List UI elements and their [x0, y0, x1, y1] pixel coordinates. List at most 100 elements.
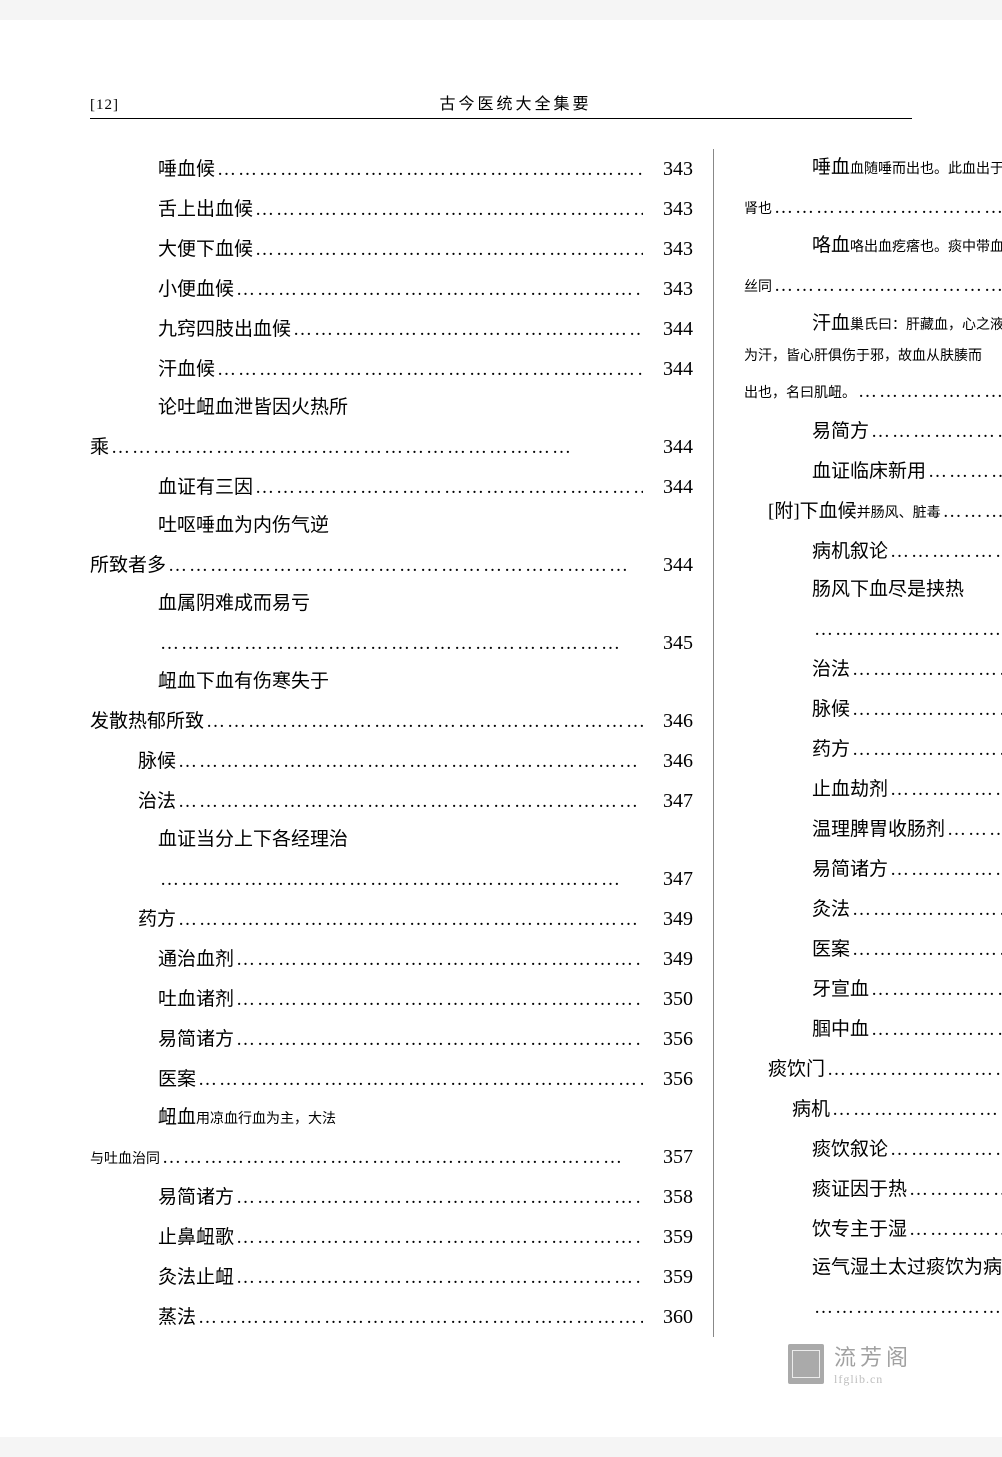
toc-entry: 大便下血候…………………………………………………………343 — [90, 229, 693, 269]
document-page: [12] 古今医统大全集要 唾血候…………………………………………………………3… — [0, 20, 1002, 1437]
leader-dots: ………………………………………………………… — [941, 493, 1002, 531]
entry-label: 痰饮门 — [768, 1051, 825, 1089]
entry-label: 饮专主于湿 — [812, 1211, 907, 1249]
leader-dots: ………………………………………………………… — [158, 861, 643, 899]
toc-columns: 唾血候…………………………………………………………343舌上出血候…………………… — [90, 149, 912, 1337]
logo-icon — [788, 1344, 824, 1384]
entry-page: 344 — [643, 427, 693, 467]
toc-entry: 吐呕唾血为内伤气逆 — [90, 507, 693, 545]
toc-entry: 灸法…………………………………………………………373 — [744, 889, 1002, 929]
toc-entry: 痰证因于热…………………………………………………………376 — [744, 1169, 1002, 1209]
leader-dots: ………………………………………………………… — [109, 429, 643, 467]
entry-page: 350 — [643, 979, 693, 1019]
entry-label: 止鼻衄歌 — [158, 1219, 234, 1257]
toc-entry: 汗血候…………………………………………………………344 — [90, 349, 693, 389]
entry-label: 发散热郁所致 — [90, 703, 204, 741]
leader-dots: ………………………………………………………… — [945, 811, 1002, 849]
toc-entry: 丝同…………………………………………………………360 — [744, 265, 1002, 305]
leader-dots: ………………………………………………………… — [234, 1219, 643, 1257]
toc-entry: 腘中血…………………………………………………………375 — [744, 1009, 1002, 1049]
toc-entry: 所致者多…………………………………………………………344 — [90, 545, 693, 585]
entry-label: 牙宣血 — [812, 971, 869, 1009]
leader-dots: ………………………………………………………… — [772, 189, 1002, 227]
leader-dots: ………………………………………………………… — [253, 191, 643, 229]
leader-dots: ………………………………………………………… — [234, 941, 643, 979]
entry-label: 易简诸方 — [158, 1179, 234, 1217]
entry-label: 医案 — [812, 931, 850, 969]
toc-entry: 易简诸方…………………………………………………………358 — [90, 1177, 693, 1217]
toc-entry: 咯血咯出血疙瘩也。痰中带血 — [744, 227, 1002, 265]
toc-entry: 蒸法…………………………………………………………360 — [90, 1297, 693, 1337]
leader-dots: ………………………………………………………… — [869, 971, 1002, 1009]
leader-dots: ………………………………………………………… — [196, 1299, 643, 1337]
entry-label: 易简方 — [812, 413, 869, 451]
entry-label: 小便血候 — [158, 271, 234, 309]
leader-dots: ………………………………………………………… — [888, 533, 1002, 571]
toc-entry: 肾也…………………………………………………………360 — [744, 187, 1002, 227]
entry-label: 止血劫剂 — [812, 771, 888, 809]
entry-label: 唾血血随唾而出也。此血出于 — [812, 149, 1002, 187]
leader-dots: ………………………………………………………… — [907, 1211, 1002, 1249]
entry-page: 344 — [643, 467, 693, 507]
entry-label: 血证当分上下各经理治 — [158, 821, 348, 859]
entry-label: 痰证因于热 — [812, 1171, 907, 1209]
toc-entry: 药方…………………………………………………………368 — [744, 729, 1002, 769]
toc-entry: 医案…………………………………………………………373 — [744, 929, 1002, 969]
toc-entry: …………………………………………………………367 — [744, 609, 1002, 649]
toc-entry: 通治血剂…………………………………………………………349 — [90, 939, 693, 979]
toc-entry: 小便血候…………………………………………………………343 — [90, 269, 693, 309]
entry-label: 肠风下血尽是挟热 — [812, 571, 964, 609]
entry-page: 359 — [643, 1257, 693, 1297]
toc-entry: 唾血候…………………………………………………………343 — [90, 149, 693, 189]
toc-entry: 药方…………………………………………………………349 — [90, 899, 693, 939]
leader-dots: ………………………………………………………… — [234, 1021, 643, 1059]
toc-entry: 温理脾胃收肠剂…………………………………………………………370 — [744, 809, 1002, 849]
entry-label: 出也，名曰肌衄。 — [744, 380, 856, 408]
entry-note: 咯出血疙瘩也。痰中带血 — [850, 240, 1002, 255]
leader-dots: ………………………………………………………… — [772, 267, 1002, 305]
toc-entry: 衄血用凉血行血为主，大法 — [90, 1099, 693, 1137]
leader-dots: ………………………………………………………… — [869, 1011, 1002, 1049]
entry-label: 医案 — [158, 1061, 196, 1099]
entry-page: 344 — [643, 349, 693, 389]
entry-note: 巢氏曰：肝藏血，心之液 — [850, 318, 1002, 333]
toc-entry: 发散热郁所致…………………………………………………………346 — [90, 701, 693, 741]
leader-dots: ………………………………………………………… — [176, 901, 643, 939]
entry-label: 病机叙论 — [812, 533, 888, 571]
leader-dots: ………………………………………………………… — [253, 231, 643, 269]
entry-page: 360 — [643, 1297, 693, 1337]
leader-dots: ………………………………………………………… — [234, 1259, 643, 1297]
toc-entry: 出也，名曰肌衄。…………………………………………………………361 — [744, 371, 1002, 411]
toc-entry: 病机叙论…………………………………………………………367 — [744, 531, 1002, 571]
leader-dots: ………………………………………………………… — [166, 547, 643, 585]
entry-label: 肾也 — [744, 196, 772, 224]
toc-entry: 易简诸方…………………………………………………………373 — [744, 849, 1002, 889]
leader-dots: ………………………………………………………… — [926, 453, 1002, 491]
toc-entry: 血证有三因…………………………………………………………344 — [90, 467, 693, 507]
entry-label: 灸法 — [812, 891, 850, 929]
toc-entry: 唾血血随唾而出也。此血出于 — [744, 149, 1002, 187]
toc-entry: 治法…………………………………………………………367 — [744, 649, 1002, 689]
entry-label: 痰饮叙论 — [812, 1131, 888, 1169]
entry-label: 通治血剂 — [158, 941, 234, 979]
logo-en: lfglib.cn — [834, 1372, 912, 1387]
entry-label: 汗血巢氏曰：肝藏血，心之液 — [812, 305, 1002, 343]
entry-page: 349 — [643, 899, 693, 939]
toc-entry: 运气湿土太过痰饮为病 — [744, 1249, 1002, 1287]
entry-label: 汗血候 — [158, 351, 215, 389]
right-column: 唾血血随唾而出也。此血出于肾也…………………………………………………………360… — [744, 149, 1002, 1337]
leader-dots: ………………………………………………………… — [215, 351, 643, 389]
toc-entry: 乘…………………………………………………………344 — [90, 427, 693, 467]
toc-entry: 衄血下血有伤寒失于 — [90, 663, 693, 701]
leader-dots: ………………………………………………………… — [234, 981, 643, 1019]
entry-label: 运气湿土太过痰饮为病 — [812, 1249, 1002, 1287]
leader-dots: ………………………………………………………… — [830, 1091, 1002, 1129]
leader-dots: ………………………………………………………… — [825, 1051, 1002, 1089]
toc-entry: 止血劫剂…………………………………………………………370 — [744, 769, 1002, 809]
entry-page: 343 — [643, 229, 693, 269]
entry-page: 344 — [643, 309, 693, 349]
entry-label: 论吐衄血泄皆因火热所 — [158, 389, 348, 427]
toc-entry: 九窍四肢出血候…………………………………………………………344 — [90, 309, 693, 349]
leader-dots: ………………………………………………………… — [850, 691, 1002, 729]
page-header: [12] 古今医统大全集要 — [90, 90, 912, 119]
